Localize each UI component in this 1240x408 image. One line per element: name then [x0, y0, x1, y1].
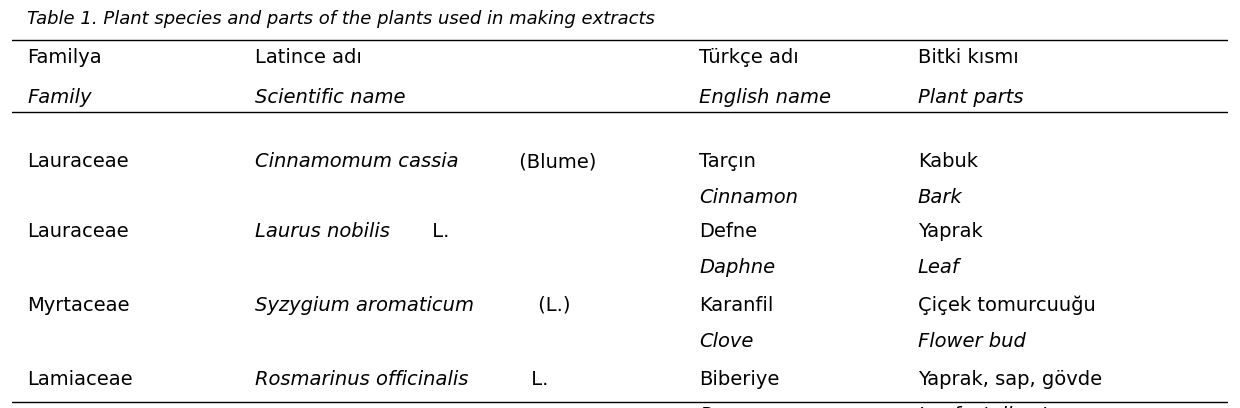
Text: Lauraceae: Lauraceae: [27, 222, 129, 241]
Text: (Blume): (Blume): [513, 152, 596, 171]
Text: Bitki kısmı: Bitki kısmı: [918, 48, 1018, 67]
Text: Çiçek tomurcuuğu: Çiçek tomurcuuğu: [918, 296, 1095, 315]
Text: Family: Family: [27, 88, 92, 107]
Text: Kabuk: Kabuk: [918, 152, 977, 171]
Text: (L.): (L.): [532, 296, 570, 315]
Text: Biberiye: Biberiye: [699, 370, 780, 389]
Text: Defne: Defne: [699, 222, 758, 241]
Text: Rosemary: Rosemary: [699, 406, 797, 408]
Text: Bark: Bark: [918, 188, 962, 207]
Text: Scientific name: Scientific name: [255, 88, 405, 107]
Text: Table 1. Plant species and parts of the plants used in making extracts: Table 1. Plant species and parts of the …: [27, 10, 655, 28]
Text: Familya: Familya: [27, 48, 102, 67]
Text: Lamiaceae: Lamiaceae: [27, 370, 133, 389]
Text: Latince adı: Latince adı: [255, 48, 362, 67]
Text: Daphne: Daphne: [699, 258, 775, 277]
Text: Myrtaceae: Myrtaceae: [27, 296, 129, 315]
Text: Flower bud: Flower bud: [918, 332, 1025, 351]
Text: Cinnamomum cassia: Cinnamomum cassia: [255, 152, 459, 171]
Text: Rosmarinus officinalis: Rosmarinus officinalis: [255, 370, 469, 389]
Text: Leaf: Leaf: [918, 258, 960, 277]
Text: Lauraceae: Lauraceae: [27, 152, 129, 171]
Text: Yaprak, sap, gövde: Yaprak, sap, gövde: [918, 370, 1102, 389]
Text: L.: L.: [526, 370, 548, 389]
Text: English name: English name: [699, 88, 831, 107]
Text: Plant parts: Plant parts: [918, 88, 1023, 107]
Text: Laurus nobilis: Laurus nobilis: [255, 222, 391, 241]
Text: Clove: Clove: [699, 332, 754, 351]
Text: Syzygium aromaticum: Syzygium aromaticum: [255, 296, 475, 315]
Text: Türkçe adı: Türkçe adı: [699, 48, 799, 67]
Text: Karanfil: Karanfil: [699, 296, 774, 315]
Text: Yaprak: Yaprak: [918, 222, 982, 241]
Text: L.: L.: [427, 222, 449, 241]
Text: Cinnamon: Cinnamon: [699, 188, 799, 207]
Text: Tarçın: Tarçın: [699, 152, 756, 171]
Text: Leaf, stalk, stem: Leaf, stalk, stem: [918, 406, 1079, 408]
